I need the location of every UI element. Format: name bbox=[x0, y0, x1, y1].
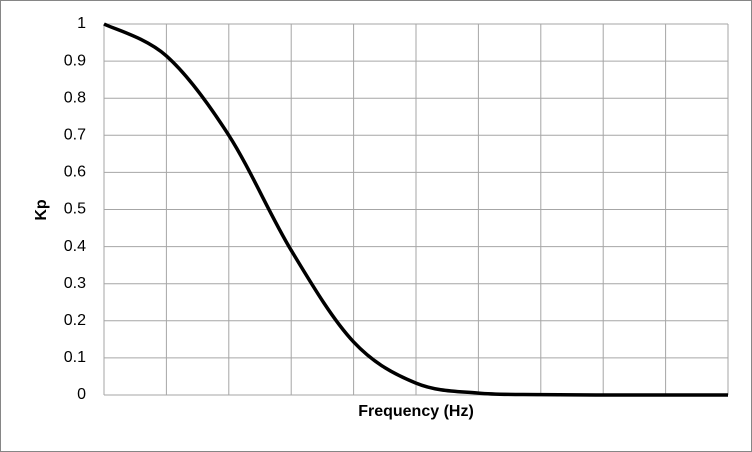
y-tick-label: 0.5 bbox=[64, 201, 86, 218]
y-tick-label: 0.7 bbox=[64, 127, 86, 144]
x-axis-title: Frequency (Hz) bbox=[358, 403, 474, 420]
y-tick-label: 0 bbox=[77, 386, 86, 403]
y-tick-label: 0.9 bbox=[64, 52, 86, 69]
data-line bbox=[103, 22, 728, 397]
y-axis-title: Kp bbox=[33, 199, 50, 221]
y-tick-label: 0.2 bbox=[64, 312, 86, 329]
y-tick-label: 1 bbox=[77, 15, 86, 32]
y-tick-label: 0.8 bbox=[64, 89, 86, 106]
y-tick-label: 0.1 bbox=[64, 349, 86, 366]
y-tick-label: 0.6 bbox=[64, 164, 86, 181]
y-tick-label: 0.4 bbox=[64, 238, 86, 255]
y-tick-label: 0.3 bbox=[64, 275, 86, 292]
